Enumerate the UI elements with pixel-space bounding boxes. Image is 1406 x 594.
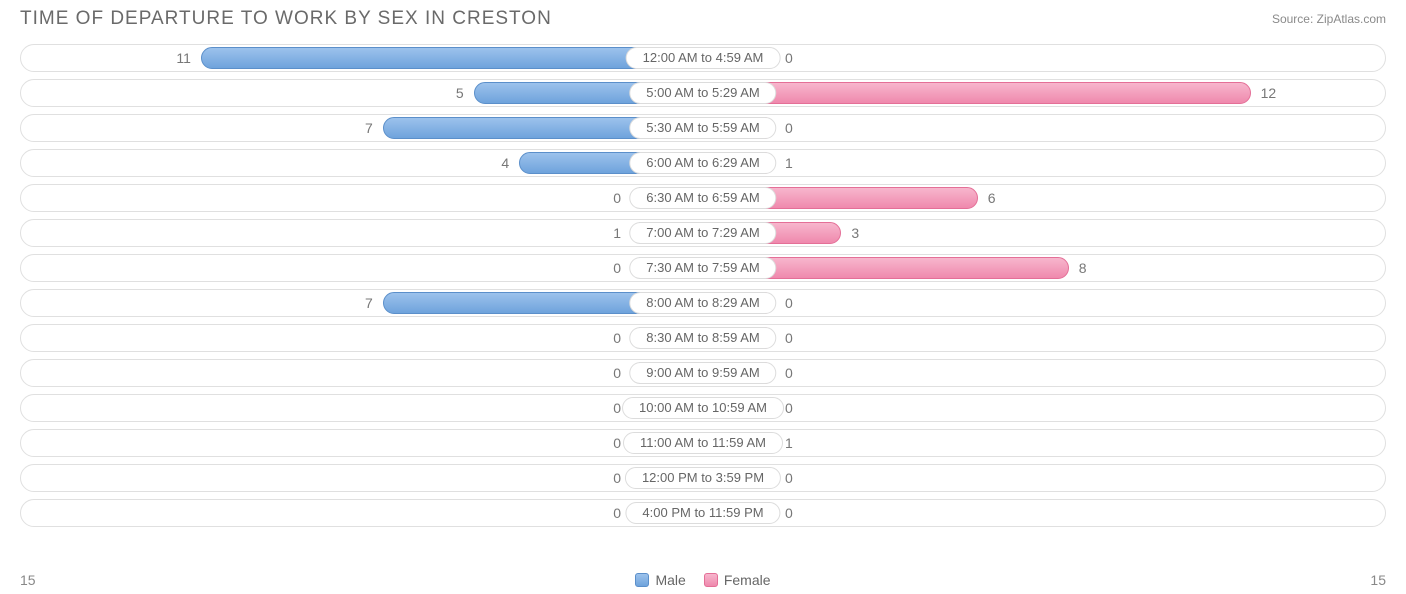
female-value-label: 1 bbox=[775, 155, 803, 171]
male-value-label: 1 bbox=[603, 225, 631, 241]
chart-row: 0 09:00 AM to 9:59 AM bbox=[20, 359, 1386, 387]
category-label: 10:00 AM to 10:59 AM bbox=[622, 397, 784, 419]
female-value-label: 12 bbox=[1251, 85, 1287, 101]
chart-row: 7 05:30 AM to 5:59 AM bbox=[20, 114, 1386, 142]
female-half: 1 bbox=[703, 430, 1385, 456]
category-label: 9:00 AM to 9:59 AM bbox=[629, 362, 776, 384]
female-value-label: 0 bbox=[775, 120, 803, 136]
axis-right-max: 15 bbox=[1370, 572, 1386, 588]
axis-left-max: 15 bbox=[20, 572, 36, 588]
female-half: 0 bbox=[703, 325, 1385, 351]
female-half: 8 bbox=[703, 255, 1385, 281]
chart-title: TIME OF DEPARTURE TO WORK BY SEX IN CRES… bbox=[20, 8, 552, 30]
female-half: 0 bbox=[703, 395, 1385, 421]
legend-male: Male bbox=[635, 572, 685, 588]
male-value-label: 0 bbox=[603, 260, 631, 276]
female-half: 0 bbox=[703, 465, 1385, 491]
female-swatch-icon bbox=[704, 573, 718, 587]
female-half: 1 bbox=[703, 150, 1385, 176]
male-half: 7 bbox=[21, 290, 703, 316]
legend: Male Female bbox=[635, 572, 770, 588]
category-label: 6:30 AM to 6:59 AM bbox=[629, 187, 776, 209]
female-half: 12 bbox=[703, 80, 1385, 106]
female-value-label: 0 bbox=[775, 295, 803, 311]
category-label: 5:30 AM to 5:59 AM bbox=[629, 117, 776, 139]
footer: 15 Male Female 15 bbox=[20, 572, 1386, 588]
chart-area: 11012:00 AM to 4:59 AM5125:00 AM to 5:29… bbox=[0, 34, 1406, 527]
chart-row: 11 012:00 AM to 4:59 AM bbox=[20, 44, 1386, 72]
legend-female-label: Female bbox=[724, 572, 771, 588]
female-value-label: 0 bbox=[775, 365, 803, 381]
chart-row: 1 3 7:00 AM to 7:29 AM bbox=[20, 219, 1386, 247]
male-swatch-icon bbox=[635, 573, 649, 587]
category-label: 12:00 PM to 3:59 PM bbox=[625, 467, 781, 489]
male-value-label: 11 bbox=[166, 50, 201, 66]
male-half: 0 bbox=[21, 255, 703, 281]
male-half: 0 bbox=[21, 185, 703, 211]
male-value-label: 0 bbox=[603, 365, 631, 381]
male-half: 0 bbox=[21, 500, 703, 526]
male-value-label: 7 bbox=[355, 120, 383, 136]
source-label: Source: ZipAtlas.com bbox=[1272, 12, 1386, 26]
header: TIME OF DEPARTURE TO WORK BY SEX IN CRES… bbox=[0, 0, 1406, 34]
male-half: 1 bbox=[21, 220, 703, 246]
legend-male-label: Male bbox=[655, 572, 685, 588]
female-value-label: 3 bbox=[841, 225, 869, 241]
male-value-label: 0 bbox=[603, 330, 631, 346]
female-half: 6 bbox=[703, 185, 1385, 211]
category-label: 8:00 AM to 8:29 AM bbox=[629, 292, 776, 314]
chart-row: 0 8 7:30 AM to 7:59 AM bbox=[20, 254, 1386, 282]
male-half: 11 bbox=[21, 45, 703, 71]
chart-row: 0111:00 AM to 11:59 AM bbox=[20, 429, 1386, 457]
category-label: 4:00 PM to 11:59 PM bbox=[625, 502, 780, 524]
chart-row: 004:00 PM to 11:59 PM bbox=[20, 499, 1386, 527]
legend-female: Female bbox=[704, 572, 771, 588]
female-value-label: 0 bbox=[775, 330, 803, 346]
chart-row: 5 12 5:00 AM to 5:29 AM bbox=[20, 79, 1386, 107]
female-half: 3 bbox=[703, 220, 1385, 246]
category-label: 5:00 AM to 5:29 AM bbox=[629, 82, 776, 104]
category-label: 12:00 AM to 4:59 AM bbox=[626, 47, 781, 69]
female-half: 0 bbox=[703, 115, 1385, 141]
male-value-label: 7 bbox=[355, 295, 383, 311]
female-half: 0 bbox=[703, 45, 1385, 71]
chart-row: 0010:00 AM to 10:59 AM bbox=[20, 394, 1386, 422]
female-bar bbox=[705, 82, 1251, 104]
category-label: 7:00 AM to 7:29 AM bbox=[629, 222, 776, 244]
female-half: 0 bbox=[703, 500, 1385, 526]
male-half: 0 bbox=[21, 395, 703, 421]
chart-row: 7 08:00 AM to 8:29 AM bbox=[20, 289, 1386, 317]
chart-row: 0012:00 PM to 3:59 PM bbox=[20, 464, 1386, 492]
female-half: 0 bbox=[703, 290, 1385, 316]
male-value-label: 0 bbox=[603, 190, 631, 206]
male-value-label: 4 bbox=[491, 155, 519, 171]
chart-row: 0 08:30 AM to 8:59 AM bbox=[20, 324, 1386, 352]
female-half: 0 bbox=[703, 360, 1385, 386]
male-half: 5 bbox=[21, 80, 703, 106]
male-half: 7 bbox=[21, 115, 703, 141]
male-value-label: 5 bbox=[446, 85, 474, 101]
male-half: 0 bbox=[21, 430, 703, 456]
chart-row: 4 16:00 AM to 6:29 AM bbox=[20, 149, 1386, 177]
category-label: 11:00 AM to 11:59 AM bbox=[623, 432, 783, 454]
male-half: 4 bbox=[21, 150, 703, 176]
category-label: 6:00 AM to 6:29 AM bbox=[629, 152, 776, 174]
male-half: 0 bbox=[21, 465, 703, 491]
female-value-label: 6 bbox=[978, 190, 1006, 206]
male-half: 0 bbox=[21, 360, 703, 386]
category-label: 7:30 AM to 7:59 AM bbox=[629, 257, 776, 279]
chart-row: 0 6 6:30 AM to 6:59 AM bbox=[20, 184, 1386, 212]
male-half: 0 bbox=[21, 325, 703, 351]
female-value-label: 8 bbox=[1069, 260, 1097, 276]
category-label: 8:30 AM to 8:59 AM bbox=[629, 327, 776, 349]
